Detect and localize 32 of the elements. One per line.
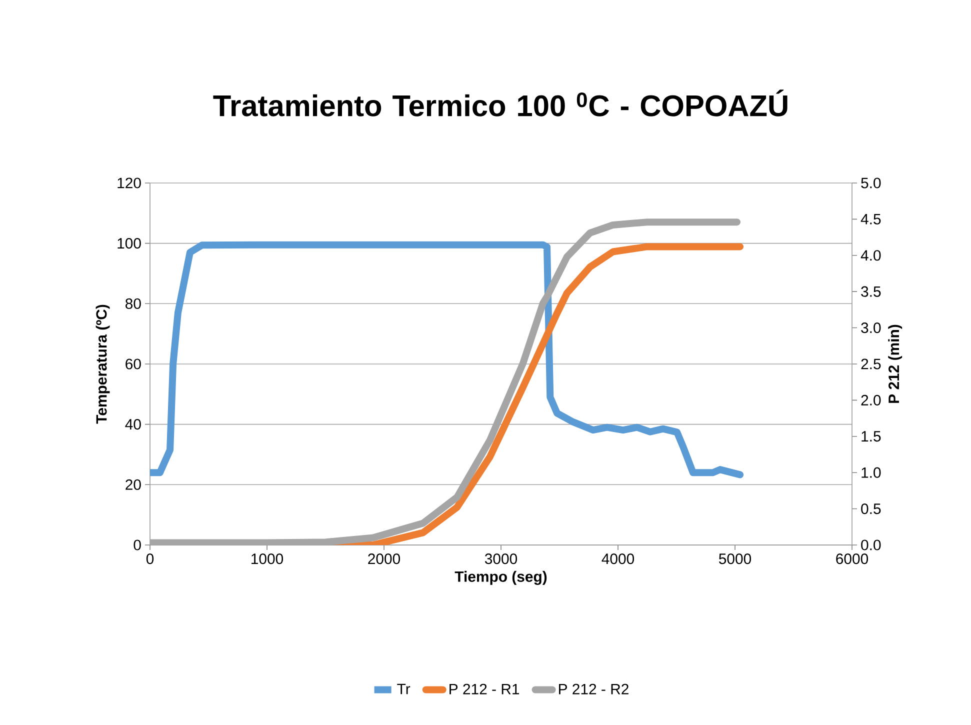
x-tick-label: 0 <box>146 554 154 564</box>
legend-label: Tr <box>397 684 410 694</box>
x-tick-label: 6000 <box>836 554 868 564</box>
y2-tick-label: 4.5 <box>860 214 881 224</box>
y2-tick-label: 0.0 <box>861 540 881 550</box>
y-axis-title: Temperatura (ºC) <box>96 304 110 424</box>
y-tick-label: 40 <box>125 419 141 430</box>
y2-tick-label: 3.0 <box>861 322 881 334</box>
x-tick-label: 5000 <box>718 554 752 564</box>
legend-label: P 212 - R1 <box>450 684 520 694</box>
y2-tick-label: 2.5 <box>861 358 881 370</box>
y-tick-label: 60 <box>126 358 141 370</box>
y-tick-label: 100 <box>118 238 141 249</box>
y2-tick-label: 1.5 <box>862 431 881 442</box>
y-tick-label: 0 <box>134 540 141 550</box>
chart-title: Tratamiento Termico 100 $^{0}$C - COPOAZÚ <box>213 90 788 116</box>
y2-tick-label: 3.5 <box>861 286 881 297</box>
x-tick-label: 3000 <box>484 554 518 564</box>
y2-tick-label: 4.0 <box>860 250 881 261</box>
x-axis-title: Tiempo (seg) <box>454 570 547 585</box>
y2-axis-title: P 212 (min) <box>888 324 902 403</box>
y-tick-label: 120 <box>118 178 141 188</box>
legend-label: P 212 - R2 <box>558 684 628 694</box>
y-tick-label: 20 <box>126 479 141 490</box>
x-tick-label: 4000 <box>602 554 634 564</box>
y-tick-label: 80 <box>126 298 141 309</box>
x-tick-label: 2000 <box>368 554 400 564</box>
y2-tick-label: 2.0 <box>861 394 881 406</box>
y2-tick-label: 1.0 <box>862 467 881 478</box>
y2-tick-label: 5.0 <box>861 178 881 188</box>
x-tick-label: 1000 <box>252 554 284 564</box>
y2-tick-label: 0.5 <box>861 503 881 514</box>
